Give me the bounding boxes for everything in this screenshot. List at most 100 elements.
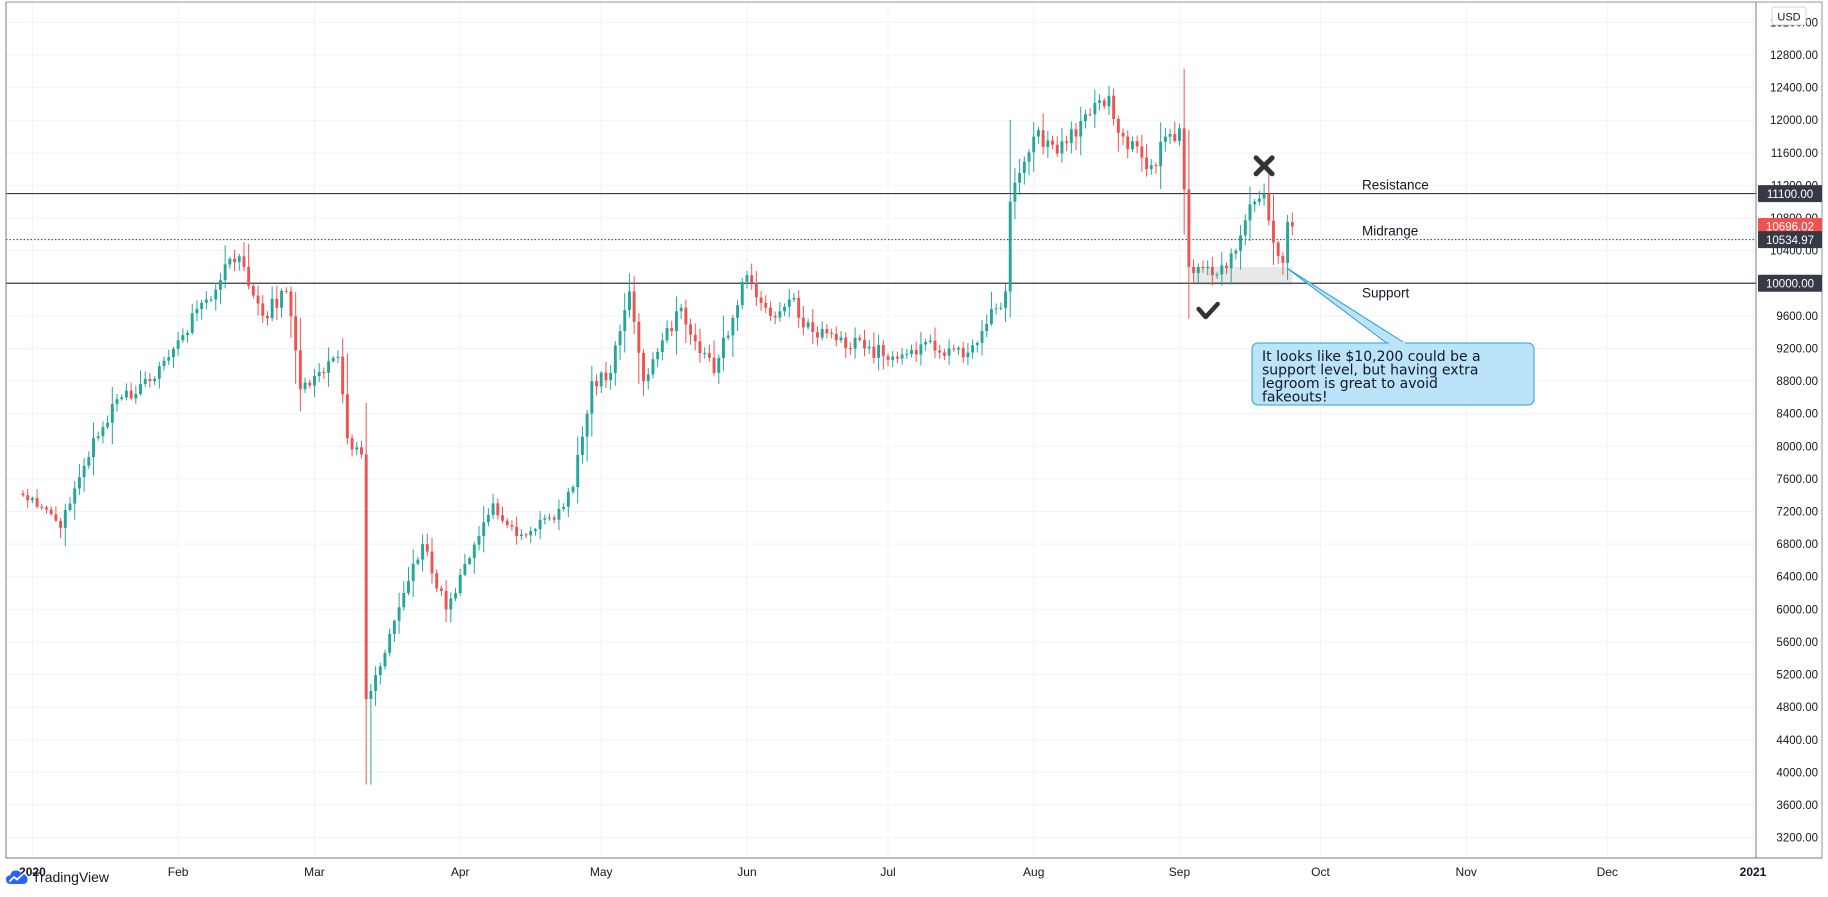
candle-body: [435, 573, 439, 589]
candle: [604, 362, 608, 388]
candle: [209, 295, 213, 303]
candle-body: [877, 344, 881, 358]
candle: [867, 340, 871, 354]
candle: [1154, 162, 1158, 174]
candle-body: [237, 256, 241, 263]
candle-body: [106, 422, 110, 428]
candlesticks: [21, 68, 1294, 785]
candle: [872, 332, 876, 364]
candle: [59, 518, 63, 539]
candle: [881, 339, 885, 370]
candle-body: [618, 331, 622, 346]
candle-body: [1225, 265, 1228, 269]
candle-body: [1093, 102, 1097, 115]
candle: [1178, 123, 1181, 146]
candle-body: [439, 588, 443, 591]
candle: [834, 326, 838, 347]
candle-body: [26, 495, 30, 501]
candle: [82, 458, 86, 492]
x-tick-label: Feb: [168, 865, 189, 879]
candle: [674, 296, 678, 355]
candle: [670, 320, 674, 337]
candle: [1088, 108, 1092, 117]
candle-body: [350, 438, 354, 450]
candle-body: [627, 291, 631, 311]
candle: [275, 285, 279, 320]
candle: [430, 537, 434, 584]
candle: [1121, 128, 1125, 146]
candle: [510, 520, 514, 532]
candle: [218, 272, 222, 305]
candle: [491, 494, 495, 520]
x-tick-label: Jun: [737, 865, 756, 879]
candle: [374, 666, 378, 707]
level-label-support: Support: [1362, 285, 1410, 300]
candle: [181, 328, 185, 343]
candle: [660, 332, 664, 361]
candle: [425, 533, 429, 557]
candle: [1032, 122, 1036, 173]
y-tick-label: 12000.00: [1770, 115, 1818, 127]
candle: [1065, 135, 1069, 152]
candle-body: [651, 359, 655, 375]
candle: [397, 592, 401, 634]
candle-body: [1130, 141, 1134, 150]
y-tick-label: 9200.00: [1776, 343, 1818, 355]
candle-body: [867, 346, 871, 349]
candle-body: [571, 487, 575, 492]
candle-body: [134, 393, 138, 399]
candle-body: [1196, 266, 1200, 273]
candle: [754, 271, 758, 307]
candle: [416, 556, 420, 566]
candle: [1239, 225, 1243, 270]
price-tag-label: 11100.00: [1767, 189, 1813, 201]
candle: [1225, 262, 1228, 275]
candle: [411, 549, 415, 598]
candle-body: [1116, 118, 1120, 133]
candle-body: [679, 307, 683, 312]
candle-body: [204, 299, 208, 303]
candle: [863, 329, 866, 357]
candle: [1206, 260, 1210, 276]
candle: [557, 499, 561, 531]
candle: [778, 301, 782, 322]
candle: [228, 256, 232, 270]
candle-body: [839, 337, 843, 341]
candle-body: [552, 517, 556, 520]
candle: [280, 288, 284, 318]
candle-body: [1163, 136, 1167, 142]
candle: [679, 303, 683, 319]
candle: [40, 504, 44, 511]
candle-body: [1008, 201, 1012, 292]
candle-body: [919, 344, 923, 355]
candle-body: [787, 299, 791, 307]
candle: [1004, 283, 1007, 323]
candle: [830, 328, 834, 339]
candle-body: [1088, 114, 1092, 116]
candle-body: [961, 347, 965, 358]
candle: [1267, 166, 1271, 226]
candle-body: [223, 264, 227, 281]
candle-body: [421, 544, 425, 560]
candle-body: [1159, 141, 1163, 167]
level-label-resistance: Resistance: [1362, 178, 1429, 193]
candle-body: [505, 520, 509, 525]
candle: [1098, 94, 1102, 111]
candle-body: [933, 340, 937, 351]
candle: [237, 253, 241, 271]
candle: [933, 327, 937, 359]
candle: [336, 350, 340, 364]
candle-body: [1201, 266, 1205, 269]
candle-body: [1083, 114, 1087, 122]
candle: [247, 244, 251, 290]
price-tag-label: 10696.02: [1766, 222, 1814, 234]
candle: [1145, 143, 1149, 177]
candle: [947, 339, 951, 365]
candle-body: [77, 477, 81, 489]
candle: [214, 282, 218, 311]
candle: [891, 351, 895, 368]
candle: [148, 373, 152, 388]
candle: [26, 488, 30, 508]
x-tick-label: Apr: [451, 865, 470, 879]
